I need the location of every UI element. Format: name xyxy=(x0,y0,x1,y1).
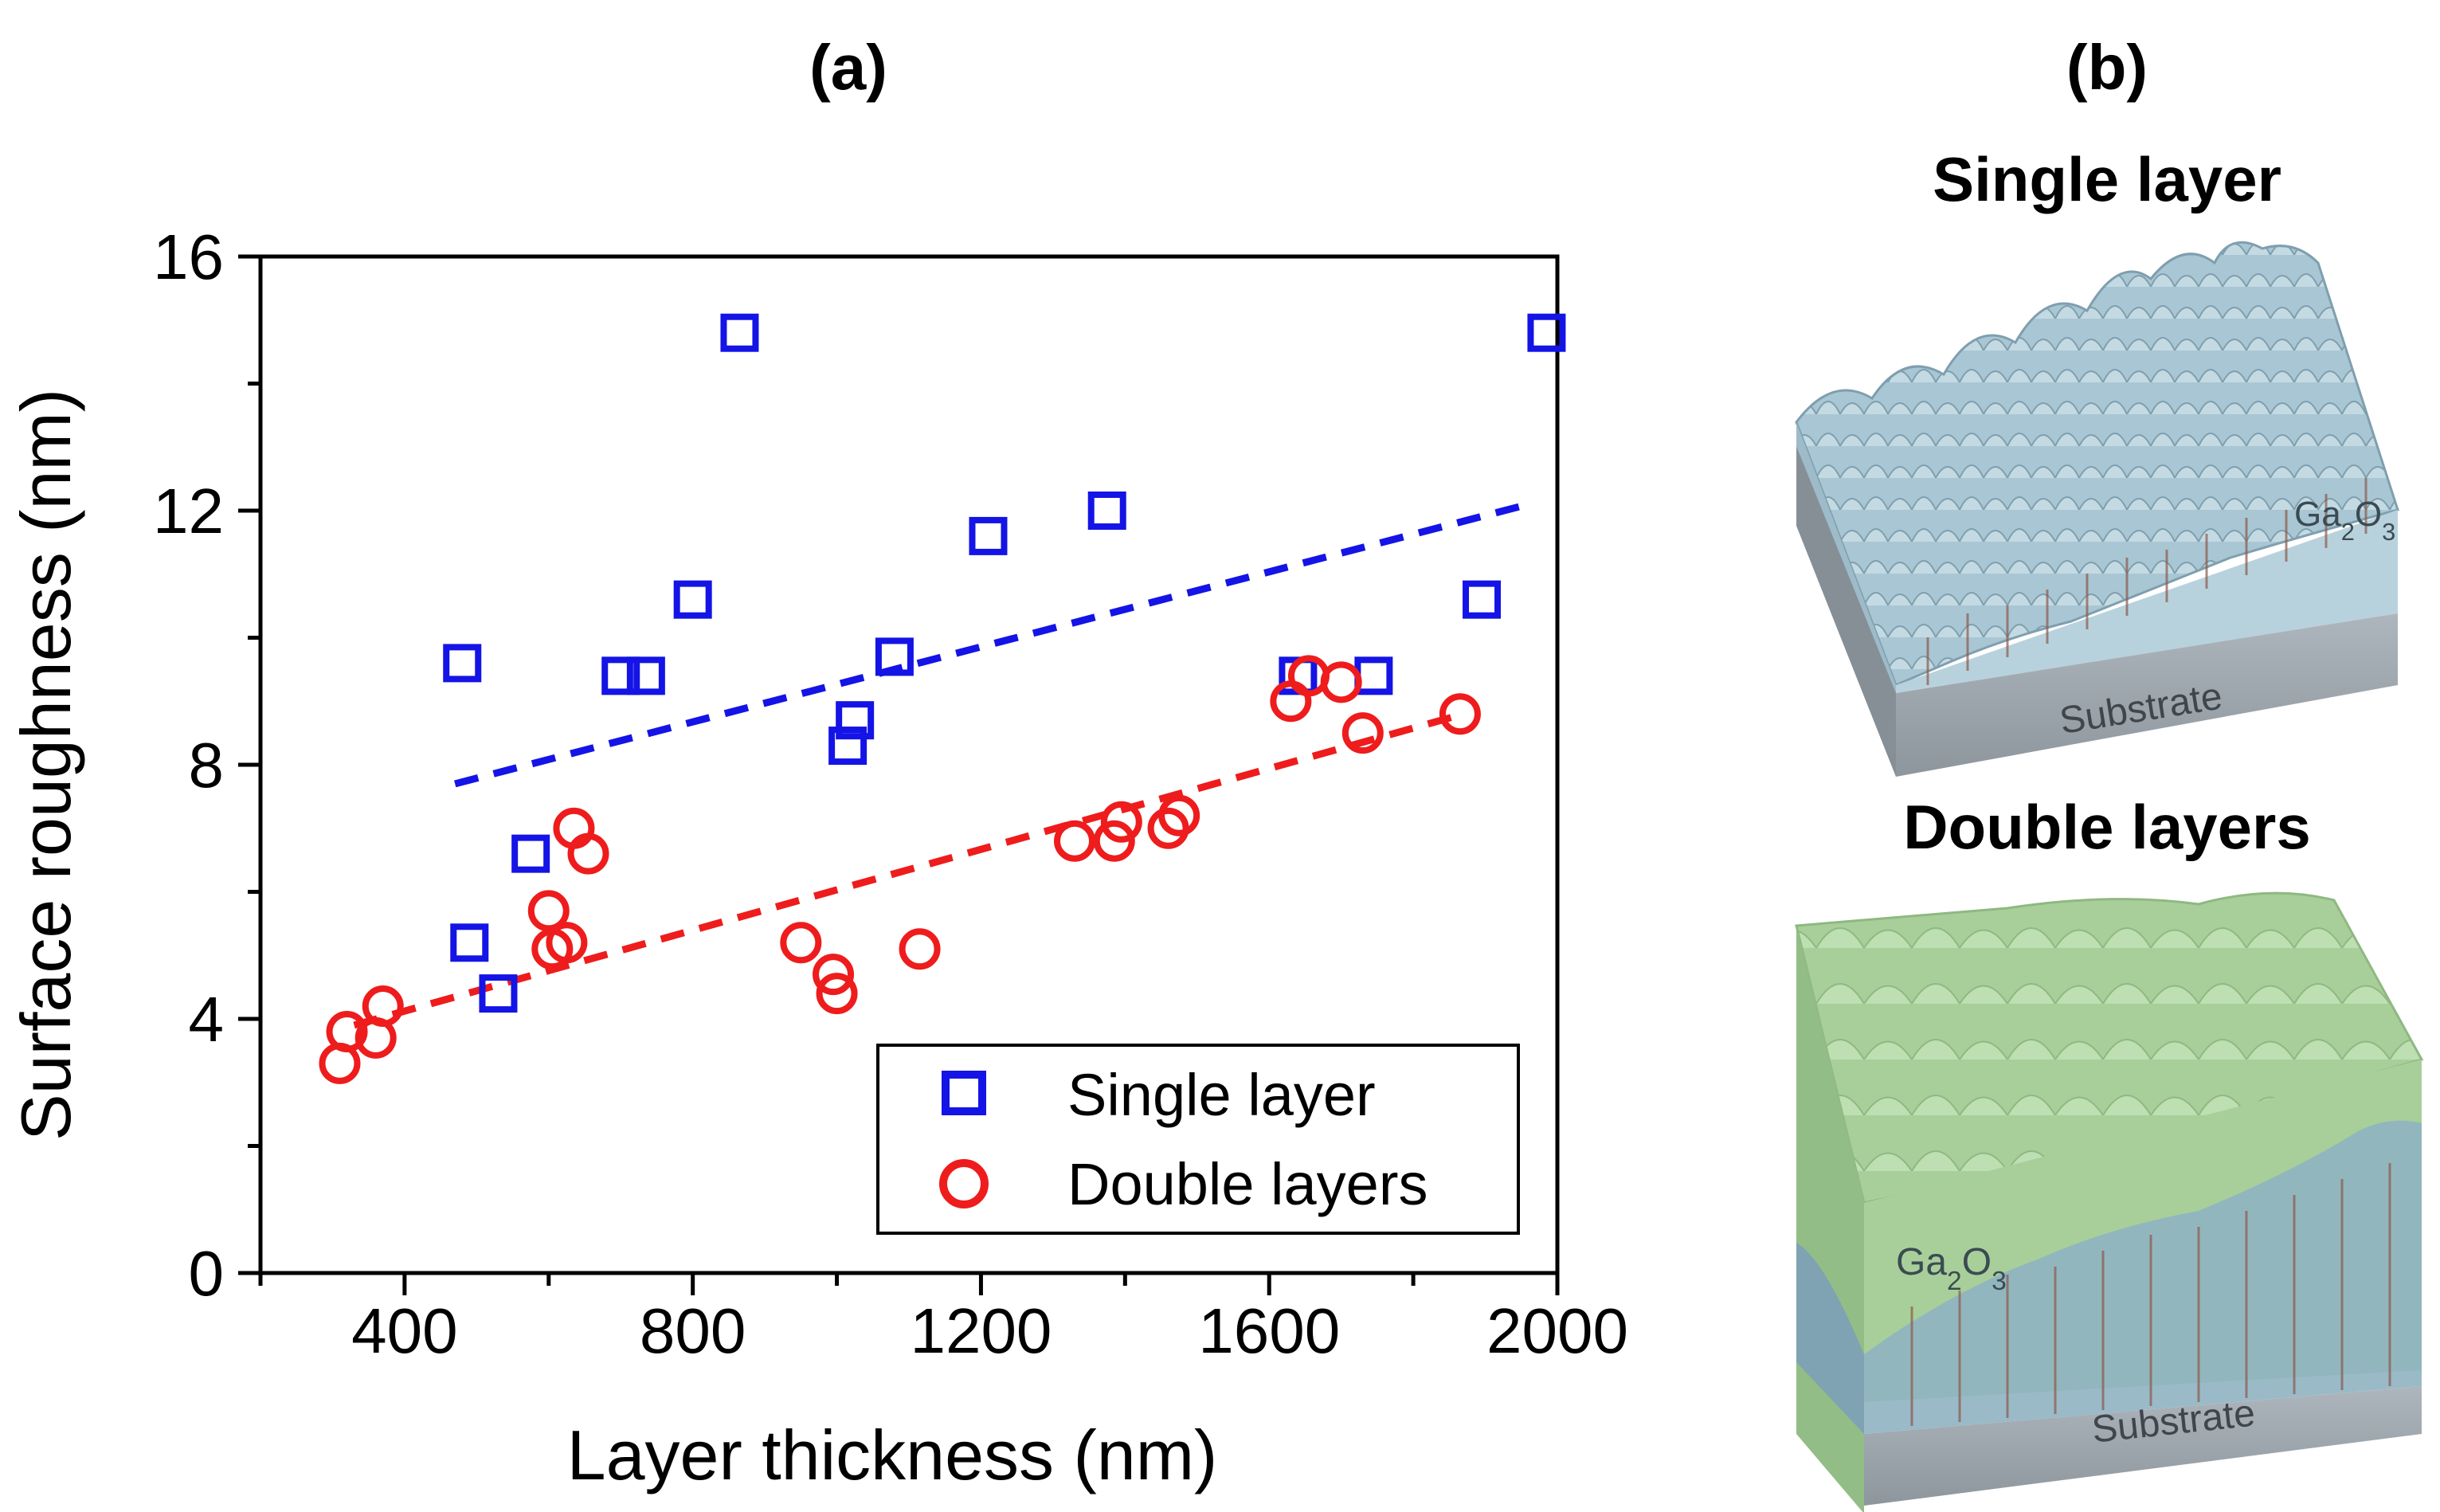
single-layer-point xyxy=(673,580,712,619)
legend: Single layer Double layers xyxy=(876,1044,1520,1235)
single-layer-point xyxy=(601,656,640,695)
double-substrate-side xyxy=(1864,1386,2422,1506)
x-tick-label: 400 xyxy=(351,1295,457,1366)
single-substrate-side xyxy=(1896,613,2398,777)
double-layers-point xyxy=(1439,693,1481,735)
double-layers-point xyxy=(567,832,609,875)
single-substrate-front xyxy=(1796,446,1896,777)
double-layers-schematic: Double layers Ga2O3 Substrate xyxy=(1795,792,2424,1512)
legend-single-marker xyxy=(942,1071,986,1115)
x-tick-label: 2000 xyxy=(1486,1295,1628,1366)
y-tick-label: 8 xyxy=(189,730,225,801)
single-fit-line xyxy=(454,500,1529,788)
double-layers-point xyxy=(1287,655,1330,697)
double-film-front-blue xyxy=(1796,1243,1864,1434)
x-axis-label: Layer thickness (nm) xyxy=(567,1416,1218,1494)
single-layer-point xyxy=(450,923,489,962)
scatter-plot: 400 800 1200 1600 2000 0 4 8 12 16 xyxy=(153,221,1628,1366)
double-layers-point xyxy=(813,954,855,996)
single-layer-point xyxy=(1527,313,1566,352)
single-layer-point xyxy=(511,834,550,873)
panel-a: (a) 400 800 1200 1600 2000 0 4 8 12 16 Layer thic… xyxy=(6,32,1628,1494)
double-layers-point xyxy=(1158,794,1200,836)
x-tick-label: 1200 xyxy=(910,1295,1052,1366)
legend-double-label: Double layers xyxy=(1067,1151,1428,1217)
x-tick-label: 1600 xyxy=(1198,1295,1340,1366)
y-tick-label: 12 xyxy=(153,476,224,546)
double-layers-point xyxy=(1093,820,1135,862)
double-layers-point xyxy=(546,922,588,964)
x-tick-label: 800 xyxy=(640,1295,746,1366)
single-layer-point xyxy=(720,313,759,352)
single-layer-point xyxy=(479,974,518,1013)
double-layers-point xyxy=(1100,801,1142,843)
double-film-label: Ga2O3 xyxy=(1896,1241,2007,1296)
panel-a-label: (a) xyxy=(809,32,887,103)
single-layer-point xyxy=(1463,580,1502,619)
double-layers-point xyxy=(899,928,941,970)
double-layers-point xyxy=(1341,712,1384,754)
single-layer-point xyxy=(875,637,914,676)
double-layers-title: Double layers xyxy=(1903,792,2311,862)
single-layer-title: Single layer xyxy=(1933,144,2281,214)
single-layer-point xyxy=(1354,656,1393,695)
single-film-label: Ga2O3 xyxy=(2294,495,2395,546)
single-film-side xyxy=(1896,510,2398,693)
double-layers-point xyxy=(816,973,858,1015)
double-columns xyxy=(1910,1163,2391,1426)
single-layer-point xyxy=(828,727,868,766)
double-layers-point xyxy=(362,985,404,1028)
legend-double-marker xyxy=(939,1159,989,1208)
single-layer-point xyxy=(1087,492,1126,530)
y-tick-label: 16 xyxy=(153,221,224,292)
single-film-top xyxy=(1795,241,2399,687)
double-layers-point xyxy=(1320,661,1362,703)
double-layers-point xyxy=(780,922,822,964)
single-layer-schematic: Single layer Ga2O3 Substrate xyxy=(1795,144,2399,777)
single-layer-point xyxy=(969,516,1008,555)
double-layers-point xyxy=(326,1010,368,1052)
panel-b: (b) Single layer Ga2O3 Substrate xyxy=(1795,32,2424,1512)
double-layers-point xyxy=(1147,807,1189,849)
y-axis-label: Surface roughness (nm) xyxy=(6,389,85,1141)
panel-b-label: (b) xyxy=(2066,32,2148,103)
double-layers-point xyxy=(527,890,570,932)
single-layer-point xyxy=(836,701,875,740)
legend-single-label: Single layer xyxy=(1067,1062,1376,1128)
double-fit-line xyxy=(353,710,1465,1029)
single-layer-point xyxy=(626,656,665,695)
double-layers-point xyxy=(1054,820,1096,862)
single-layer-point xyxy=(443,644,482,683)
single-columns xyxy=(1926,478,2368,685)
y-tick-label: 4 xyxy=(189,984,225,1055)
y-tick-label: 0 xyxy=(189,1238,225,1309)
double-film-side-blue xyxy=(1864,1120,2422,1434)
